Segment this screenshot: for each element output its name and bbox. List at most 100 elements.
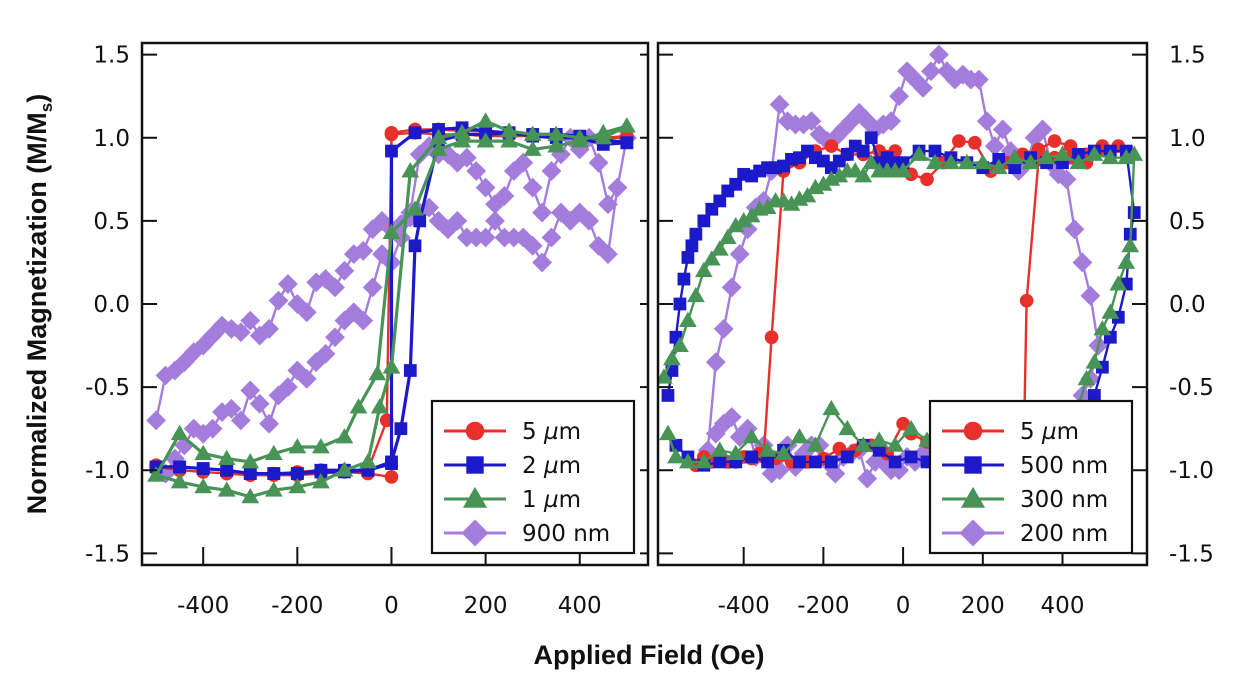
diamond-marker xyxy=(456,227,477,248)
triangle-marker xyxy=(241,487,260,504)
triangle-marker xyxy=(926,153,944,170)
circle-marker xyxy=(896,416,910,431)
diamond-marker xyxy=(183,418,204,439)
square-marker xyxy=(856,144,870,158)
triangle-marker xyxy=(288,438,307,454)
diamond-marker xyxy=(1048,164,1069,185)
triangle-marker xyxy=(401,162,420,178)
square-marker xyxy=(745,450,759,464)
triangle-marker xyxy=(523,140,542,156)
triangle-marker xyxy=(1117,253,1136,269)
y-tick-label: 0.0 xyxy=(1169,292,1206,318)
legend-label: 5 µm xyxy=(522,419,581,445)
square-marker xyxy=(809,455,822,469)
triangle-marker xyxy=(147,466,165,482)
circle-marker xyxy=(384,470,399,484)
triangle-marker xyxy=(694,453,713,469)
triangle-marker xyxy=(406,200,424,216)
triangle-marker xyxy=(782,195,801,211)
diamond-marker xyxy=(913,77,933,98)
triangle-marker xyxy=(547,125,566,141)
triangle-marker xyxy=(830,167,849,183)
legend-item: 200 nm xyxy=(942,519,1108,547)
diamond-marker xyxy=(268,385,289,406)
triangle-marker xyxy=(594,123,613,140)
triangle-marker xyxy=(453,132,471,148)
triangle-marker xyxy=(370,398,389,414)
diamond-marker xyxy=(240,310,261,331)
x-tick-label: -400 xyxy=(718,593,770,619)
diamond-marker xyxy=(325,327,345,348)
triangle-marker xyxy=(694,261,713,278)
triangle-marker xyxy=(806,436,825,452)
diamond-marker xyxy=(992,119,1013,140)
x-axis-title: Applied Field (Oe) xyxy=(533,640,764,670)
triangle-marker xyxy=(734,212,753,228)
triangle-marker xyxy=(973,153,992,170)
triangle-marker xyxy=(710,240,729,256)
diamond-marker xyxy=(287,360,308,381)
diamond-marker xyxy=(353,310,374,331)
circle-marker xyxy=(1019,293,1034,308)
diamond-marker xyxy=(296,302,317,323)
circle-marker xyxy=(384,127,399,142)
square-marker xyxy=(1127,206,1141,219)
diamond-marker xyxy=(353,240,374,261)
diamond-marker xyxy=(438,144,458,165)
diamond-marker xyxy=(522,235,543,256)
diamond-marker xyxy=(598,194,618,215)
panel-right: -400 -200 0 200 400 1.5 1.0 0.5 0.0 -0.5 -1.0 -1.5 5… xyxy=(656,41,1214,619)
triangle-marker xyxy=(957,153,976,170)
triangle-marker xyxy=(659,424,677,441)
diamond-marker xyxy=(588,235,609,256)
square-marker xyxy=(713,455,727,469)
legend-label: 500 nm xyxy=(1020,453,1108,479)
triangle-marker xyxy=(217,449,236,466)
legend-label: 900 nm xyxy=(522,521,610,547)
triangle-marker xyxy=(960,486,986,508)
triangle-marker xyxy=(476,132,495,148)
legend-label: 200 nm xyxy=(1020,521,1108,547)
legend-label: 5 µm xyxy=(1020,419,1079,445)
x-tick-label: -400 xyxy=(177,593,229,619)
circle-marker xyxy=(968,135,982,150)
diamond-marker xyxy=(146,410,167,431)
circle-marker xyxy=(465,421,485,441)
diamond-marker xyxy=(466,161,487,181)
diamond-marker xyxy=(976,111,997,132)
square-marker xyxy=(824,455,838,469)
diamond-marker xyxy=(541,161,562,181)
circle-marker xyxy=(952,134,966,148)
diamond-marker xyxy=(230,322,251,343)
triangle-marker xyxy=(349,398,368,414)
triangle-marker xyxy=(902,419,920,436)
diamond-marker xyxy=(230,410,251,431)
triangle-marker xyxy=(547,137,566,153)
diamond-marker xyxy=(372,244,392,265)
triangle-marker xyxy=(1053,145,1072,161)
y-tick-label: 1.5 xyxy=(93,43,130,69)
square-marker xyxy=(729,177,743,191)
y-axis-title-end: ) xyxy=(22,94,52,103)
triangle-marker xyxy=(359,453,377,469)
diamond-marker xyxy=(801,111,822,132)
triangle-marker xyxy=(862,153,881,170)
triangle-marker xyxy=(429,128,448,145)
legend-item: 5 µm xyxy=(444,419,581,445)
y-tick-label: -1.5 xyxy=(1169,541,1214,567)
x-tick-label: -200 xyxy=(797,593,849,619)
square-marker xyxy=(872,443,886,457)
diamond-marker xyxy=(857,468,878,489)
square-marker xyxy=(904,450,918,464)
triangle-marker xyxy=(462,486,488,508)
triangle-marker xyxy=(1101,148,1120,165)
square-marker xyxy=(761,455,774,469)
triangle-marker xyxy=(1085,353,1104,369)
square-marker xyxy=(408,126,422,140)
triangle-marker xyxy=(710,441,729,457)
triangle-marker xyxy=(742,428,761,444)
diamond-marker xyxy=(456,147,477,168)
triangle-marker xyxy=(822,399,841,416)
triangle-marker xyxy=(667,448,685,464)
diamond-marker xyxy=(705,352,726,373)
